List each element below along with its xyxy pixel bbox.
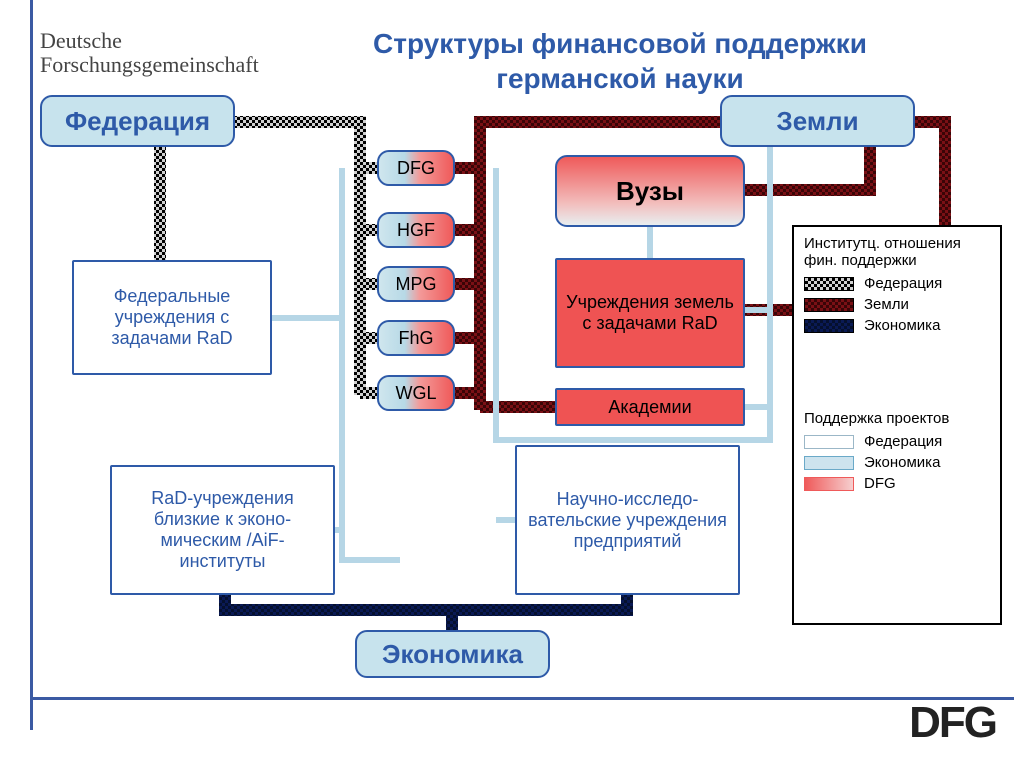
lg1-label-2: Экономика: [864, 317, 940, 334]
node-wgl: WGL: [377, 375, 455, 411]
swatch-tex-land: [804, 298, 854, 312]
title-line2: германской науки: [496, 63, 743, 94]
lg2-row-2: DFG: [804, 475, 990, 492]
swatch-f-econ: [804, 456, 854, 470]
node-corp_res: Научно-исследо-вательские учреждения пре…: [515, 445, 740, 595]
legend-title1: Институтц. отношения фин. поддержки: [804, 235, 990, 269]
node-vuzy: Вузы: [555, 155, 745, 227]
node-rad_aif: RaD-учреждения близкие к эконо-мическим …: [110, 465, 335, 595]
node-academies: Академии: [555, 388, 745, 426]
lg1-row-1: Земли: [804, 296, 990, 313]
lg1-row-0: Федерация: [804, 275, 990, 292]
swatch-f-dfg: [804, 477, 854, 491]
slide-root: Deutsche Forschungsgemeinschaft Структур…: [0, 0, 1024, 768]
slide-title: Структуры финансовой поддержки германско…: [310, 26, 930, 96]
node-federation: Федерация: [40, 95, 235, 147]
lg2-label-0: Федерация: [864, 433, 942, 450]
edge-land-vuzy: [745, 147, 870, 190]
node-hgf: HGF: [377, 212, 455, 248]
node-economy: Экономика: [355, 630, 550, 678]
legend-section-institutional: Федерация Земли Экономика: [804, 275, 990, 334]
node-laender: Земли: [720, 95, 915, 147]
edge-econ-trunk: [225, 595, 452, 630]
lg2-label-2: DFG: [864, 475, 896, 492]
lg2-row-1: Экономика: [804, 454, 990, 471]
legend-section-projects: Федерация Экономика DFG: [804, 433, 990, 492]
swatch-f-fed: [804, 435, 854, 449]
bottom-rule: [30, 697, 1014, 700]
node-fed_inst: Федеральные учреждения с задачами RaD: [72, 260, 272, 375]
lg2-label-1: Экономика: [864, 454, 940, 471]
node-fhg: FhG: [377, 320, 455, 356]
dfg-logo: DFG: [909, 698, 996, 748]
lg1-row-2: Экономика: [804, 317, 990, 334]
org-line1: Deutsche: [40, 28, 122, 54]
legend-title2: Поддержка проектов: [804, 410, 990, 427]
node-dfg: DFG: [377, 150, 455, 186]
title-line1: Структуры финансовой поддержки: [373, 28, 867, 59]
legend-box: Институтц. отношения фин. поддержки Феде…: [792, 225, 1002, 625]
lg2-row-0: Федерация: [804, 433, 990, 450]
swatch-tex-econ: [804, 319, 854, 333]
swatch-tex-fed: [804, 277, 854, 291]
edge-econ-corp: [452, 595, 627, 610]
org-line2: Forschungsgemeinschaft: [40, 52, 259, 78]
lg1-label-0: Федерация: [864, 275, 942, 292]
node-land_inst: Учреждения земель с задачами RaD: [555, 258, 745, 368]
lg1-label-1: Земли: [864, 296, 909, 313]
left-rule: [30, 0, 33, 730]
node-mpg: MPG: [377, 266, 455, 302]
